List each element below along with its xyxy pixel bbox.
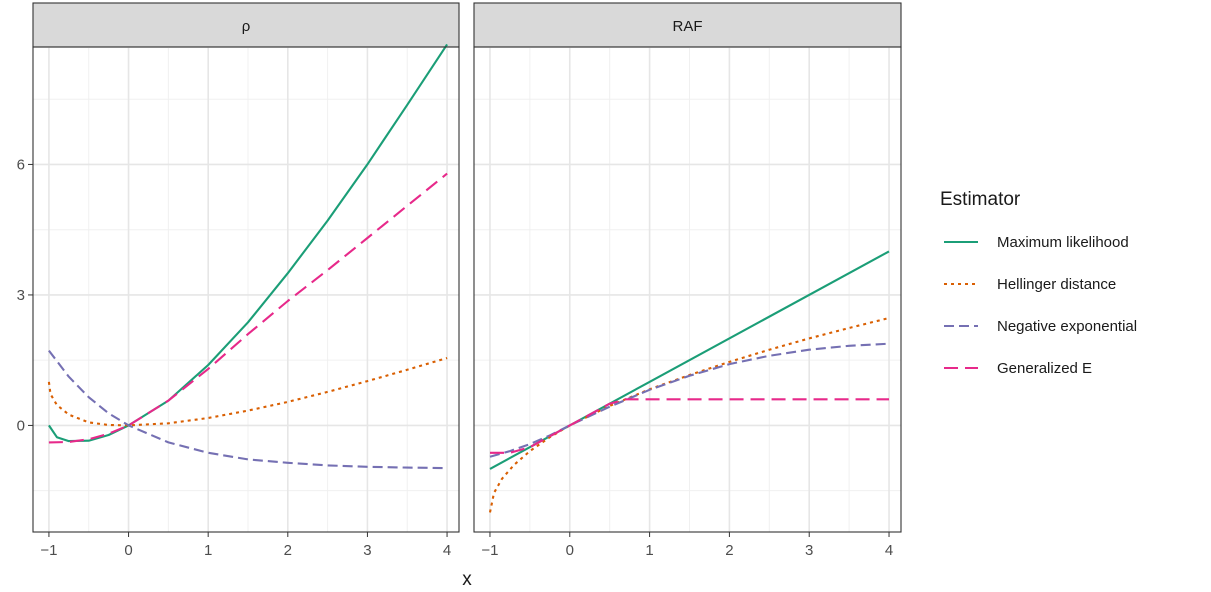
facet-strip [32,2,460,48]
y-tick-label: 6 [17,156,25,173]
legend-label: Negative exponential [997,318,1137,335]
legend-label: Maximum likelihood [997,234,1129,251]
legend-label: Generalized E [997,360,1092,377]
series-line-negative-exponential [489,342,890,458]
legend-title: Estimator [940,189,1021,210]
x-axis-title: x [462,569,472,590]
facet-strip [473,2,902,48]
series-line-negative-exponential [48,349,448,470]
panel-border [473,46,902,533]
facet-strip-label: ρ [242,18,251,35]
series-line-generalized-e [48,172,448,444]
x-tick-label: 0 [124,542,132,559]
x-tick-label: 0 [566,542,574,559]
x-tick-label: 4 [885,542,893,559]
x-tick-label: 2 [284,542,292,559]
x-tick-label: 3 [805,542,813,559]
series-line-hellinger-distance [488,316,890,513]
x-tick-label: −1 [481,542,498,559]
x-tick-label: 1 [204,542,212,559]
x-tick-label: 2 [725,542,733,559]
y-tick-label: 3 [17,287,25,304]
x-tick-label: 4 [443,542,451,559]
y-tick-label: 0 [17,417,25,434]
x-tick-label: 3 [363,542,371,559]
facet-strip-label: RAF [673,18,703,35]
x-tick-label: −1 [40,542,57,559]
series-line-generalized-e [490,398,889,454]
panel-border [32,46,460,533]
x-tick-label: 1 [645,542,653,559]
legend-label: Hellinger distance [997,276,1116,293]
series-line-hellinger-distance [47,356,448,427]
